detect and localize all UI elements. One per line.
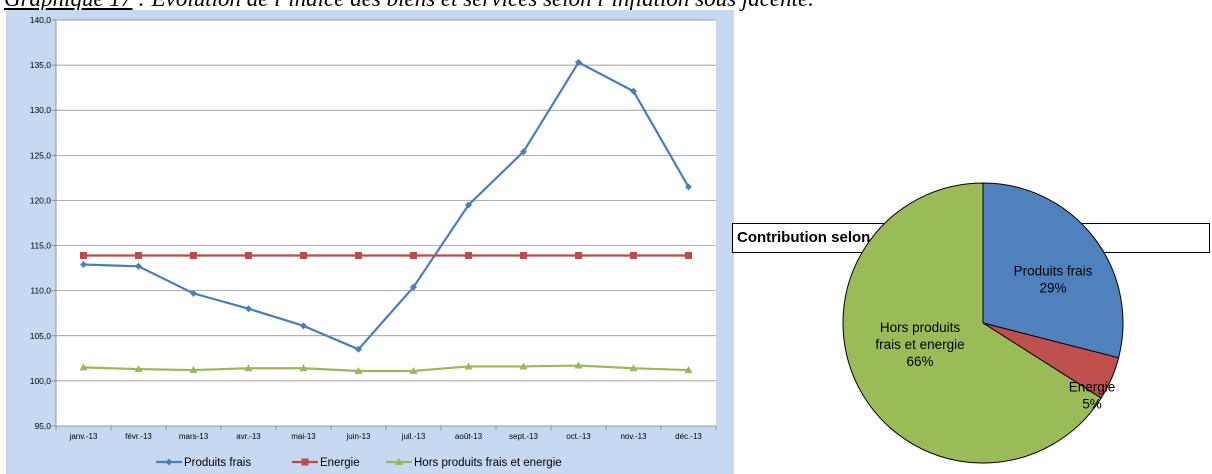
data-point	[464, 362, 473, 370]
data-point	[575, 58, 582, 66]
data-point	[189, 366, 198, 374]
data-point	[245, 251, 252, 259]
data-point	[519, 362, 528, 370]
y-tick-label: 100,0	[30, 376, 52, 386]
legend-marker	[165, 458, 173, 466]
data-point	[134, 365, 143, 373]
data-point	[354, 366, 363, 374]
series-3	[79, 361, 693, 374]
page-title: Graphique 17 : Evolution de l’indice des…	[4, 0, 814, 12]
data-point	[190, 251, 197, 259]
x-tick-label: déc.-13	[675, 432, 702, 441]
data-point	[135, 262, 142, 270]
series-line	[83, 364, 689, 373]
pie-slice-label: 66%	[906, 354, 933, 369]
y-tick-label: 105,0	[30, 331, 52, 341]
y-tick-label: 140,0	[30, 15, 52, 25]
x-tick-label: août-13	[455, 432, 483, 441]
legend-label: Produits frais	[184, 457, 251, 469]
legend-marker	[395, 458, 403, 465]
x-tick-label: oct.-13	[566, 432, 591, 441]
data-point	[630, 251, 637, 259]
data-point	[80, 261, 87, 269]
x-tick-label: mars-13	[179, 432, 209, 441]
series-line	[83, 61, 690, 351]
data-point	[79, 363, 88, 371]
y-tick-label: 115,0	[30, 241, 51, 251]
pie-slice-label: 29%	[1039, 281, 1066, 296]
data-point	[629, 364, 638, 372]
data-point	[685, 251, 692, 259]
x-tick-label: avr.-13	[236, 432, 261, 441]
data-point	[135, 251, 142, 259]
pie-slice-label: frais et energie	[875, 337, 964, 352]
legend-item: Produits frais	[156, 457, 251, 469]
data-point	[409, 366, 418, 374]
legend-marker	[301, 458, 309, 466]
data-point	[520, 251, 527, 259]
data-point	[410, 251, 417, 259]
data-point	[465, 251, 472, 259]
data-point	[684, 366, 693, 374]
data-point	[299, 364, 308, 372]
pie-slice-label: 5%	[1082, 397, 1102, 412]
pie-slice-label: Produits frais	[1014, 264, 1093, 279]
line-chart-panel: 95,0 100,0 105,0 110,0 115,0 120,0 125,0 130,0 1…	[6, 10, 734, 474]
legend-label: Energie	[320, 457, 360, 469]
data-point	[355, 345, 362, 353]
x-axis-ticks: janv.-13 févr.-13 mars-13 avr.-13 mai-13 juin…	[55, 426, 717, 441]
data-point	[80, 251, 87, 259]
series-1	[80, 58, 692, 353]
x-tick-label: nov.-13	[620, 432, 647, 441]
data-point	[574, 361, 583, 369]
grid-lines	[56, 19, 716, 382]
legend: Produits frais Energie Hors produits frais…	[156, 457, 562, 469]
plot-area	[56, 20, 716, 426]
y-tick-label: 130,0	[30, 105, 52, 115]
y-tick-label: 110,0	[30, 286, 51, 296]
pie-chart: Produits frais 29% Energie 5% Hors produits f…	[842, 182, 1124, 464]
data-point	[245, 305, 252, 313]
y-axis-ticks: 95,0 100,0 105,0 110,0 115,0 120,0 125,0 130,0 1…	[30, 15, 56, 431]
line-chart: 95,0 100,0 105,0 110,0 115,0 120,0 125,0 130,0 1…	[30, 15, 717, 469]
data-point	[575, 251, 582, 259]
page-title-number: Graphique 17	[4, 0, 132, 11]
data-point	[685, 183, 692, 191]
data-point	[244, 364, 253, 372]
data-point	[520, 148, 527, 156]
data-point	[630, 87, 637, 95]
x-tick-label: juin-13	[345, 432, 371, 441]
y-tick-label: 135,0	[30, 60, 52, 70]
series-2	[80, 251, 692, 259]
x-tick-label: sept.-13	[509, 432, 538, 441]
x-tick-label: juil.-13	[401, 432, 426, 441]
page-title-text: : Evolution de l’indice des biens et ser…	[132, 0, 814, 11]
data-point	[300, 322, 307, 330]
data-point	[190, 289, 197, 297]
legend-item: Energie	[292, 457, 360, 469]
data-point	[300, 251, 307, 259]
pie-slice	[982, 182, 1124, 359]
data-point	[355, 251, 362, 259]
pie-slice	[842, 182, 1102, 464]
legend-item: Hors produits frais et energie	[386, 457, 562, 469]
y-tick-label: 120,0	[30, 195, 52, 205]
y-tick-label: 125,0	[30, 150, 52, 160]
legend-label: Hors produits frais et energie	[414, 457, 562, 469]
pie-slice-label: Energie	[1069, 380, 1116, 395]
y-tick-label: 95,0	[34, 421, 51, 431]
data-point	[465, 201, 472, 209]
pie-slice-label: Hors produits	[880, 320, 961, 335]
x-tick-label: mai-13	[291, 432, 316, 441]
x-tick-label: févr.-13	[125, 432, 152, 441]
x-tick-label: janv.-13	[69, 432, 98, 441]
data-point	[410, 283, 417, 291]
